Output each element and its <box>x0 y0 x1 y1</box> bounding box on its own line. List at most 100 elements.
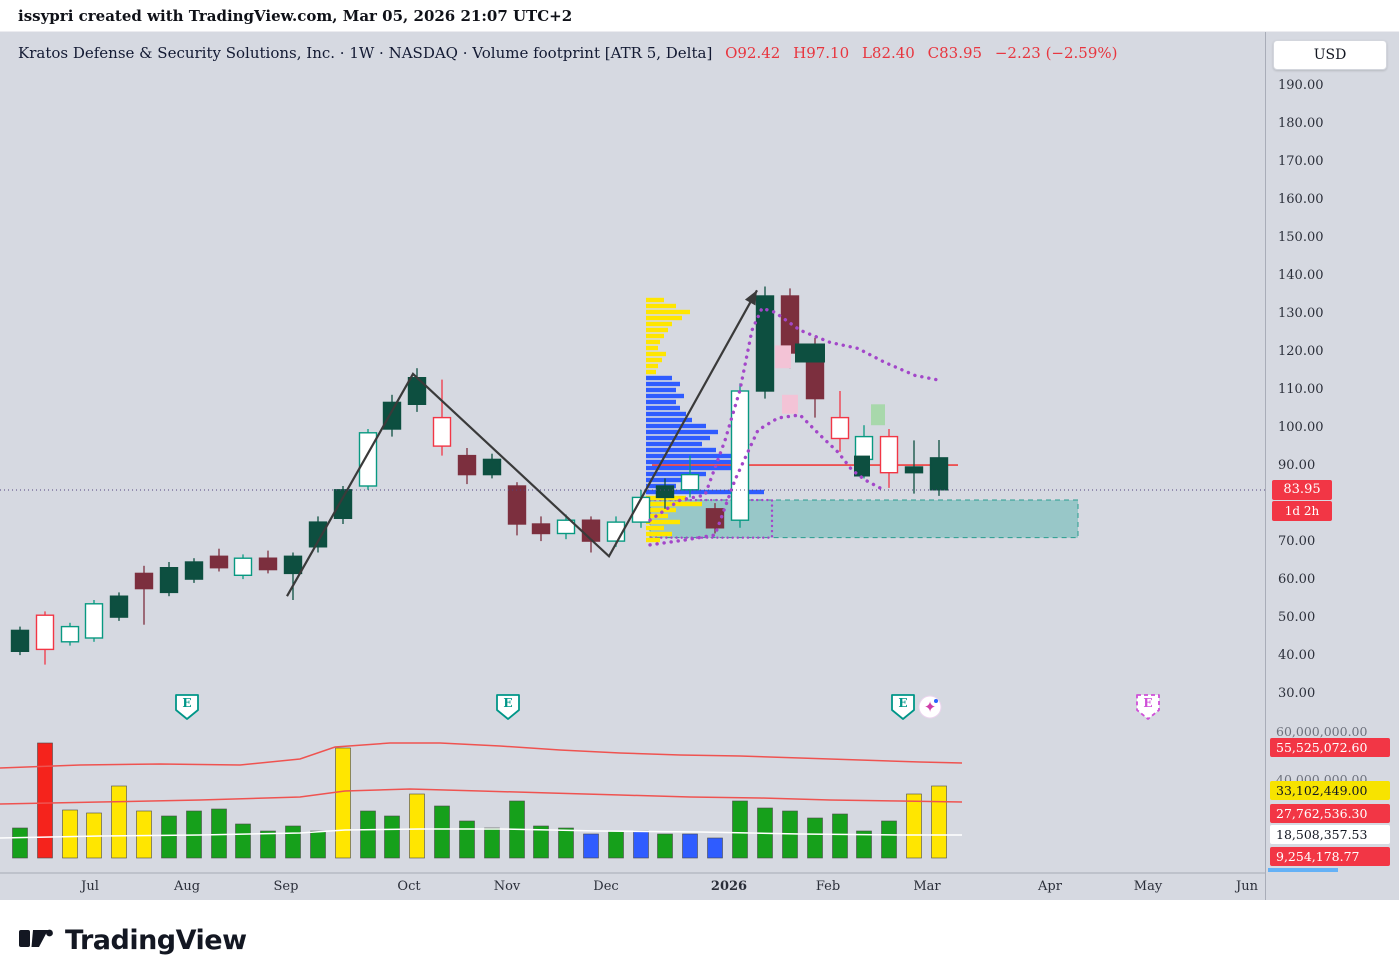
volume-bar[interactable] <box>832 813 848 859</box>
volume-bar[interactable] <box>235 823 251 859</box>
ohlc-close: C83.95 <box>927 44 983 62</box>
volume-bar[interactable] <box>682 833 698 859</box>
candle-body[interactable] <box>830 416 850 440</box>
volume-bar[interactable] <box>732 800 748 859</box>
candle-body[interactable] <box>134 572 154 590</box>
volume-bar[interactable] <box>707 837 723 859</box>
candle-body[interactable] <box>159 567 179 594</box>
volume-bar[interactable] <box>360 810 376 859</box>
candle-body[interactable] <box>705 508 725 529</box>
tradingview-logo-mark <box>19 929 53 947</box>
candle-body[interactable] <box>432 416 452 447</box>
candle-body[interactable] <box>84 603 104 639</box>
symbol-title[interactable]: Kratos Defense & Security Solutions, Inc… <box>18 44 713 62</box>
candle-body[interactable] <box>879 435 899 474</box>
price-chart-canvas[interactable]: E E E E ✦ Jul Aug Sep Oct Nov Dec 2026 Feb Mar Apr May J… <box>0 32 1265 900</box>
volume-bar[interactable] <box>533 825 549 859</box>
price-tick-label: 60.00 <box>1278 572 1316 587</box>
time-axis-label[interactable]: Dec <box>593 879 618 894</box>
time-axis-label[interactable]: Jun <box>1234 879 1259 894</box>
candle-body[interactable] <box>507 485 527 525</box>
volume-bar[interactable] <box>881 820 897 859</box>
volume-bar[interactable] <box>856 830 872 859</box>
footprint-block <box>775 345 791 369</box>
forecast-dotted-path[interactable] <box>648 413 882 547</box>
tradingview-logo[interactable]: TradingView <box>18 924 247 956</box>
volume-bar[interactable] <box>583 833 599 859</box>
volume-bar[interactable] <box>657 833 673 859</box>
time-axis-label[interactable]: Feb <box>816 879 840 894</box>
candle-body[interactable] <box>730 390 750 521</box>
volume-bar[interactable] <box>906 793 922 859</box>
candle-body[interactable] <box>209 555 229 569</box>
currency-button[interactable]: USD <box>1273 40 1387 70</box>
candle-body[interactable] <box>184 561 204 580</box>
volume-bar[interactable] <box>285 825 301 859</box>
candle-body[interactable] <box>929 457 949 491</box>
candle-body[interactable] <box>333 489 353 519</box>
volume-bar[interactable] <box>161 815 177 859</box>
time-axis-label[interactable]: Oct <box>397 879 421 894</box>
forecast-dotted-path[interactable] <box>648 306 942 522</box>
volume-bar[interactable] <box>931 785 947 859</box>
time-axis-label[interactable]: 2026 <box>711 879 747 894</box>
volume-bar[interactable] <box>484 827 500 859</box>
volume-bar[interactable] <box>260 830 276 859</box>
candle-body[interactable] <box>258 557 278 571</box>
candle-body[interactable] <box>904 466 924 474</box>
earnings-marker-icon[interactable] <box>175 694 199 720</box>
volume-bar[interactable] <box>384 815 400 859</box>
candle-body[interactable] <box>531 523 551 535</box>
price-scale[interactable]: USD 83.95 1d 2h 190.00 180.00 170.00 160.00… <box>1265 32 1399 900</box>
earnings-marker-icon[interactable] <box>1136 694 1160 720</box>
chart-area[interactable]: E E E E ✦ Jul Aug Sep Oct Nov Dec 2026 Feb Mar Apr May J… <box>0 32 1399 900</box>
candle-body[interactable] <box>10 629 30 653</box>
volume-bar[interactable] <box>633 830 649 859</box>
volume-bar[interactable] <box>310 830 326 859</box>
volume-bar[interactable] <box>807 817 823 859</box>
volume-bar[interactable] <box>111 785 127 859</box>
price-tick-label: 140.00 <box>1278 268 1324 283</box>
candle-body[interactable] <box>283 555 303 575</box>
trend-line[interactable] <box>286 289 758 597</box>
volume-bar[interactable] <box>459 820 475 859</box>
price-tick-label: 40.00 <box>1278 648 1316 663</box>
candle-body[interactable] <box>482 458 502 476</box>
price-tick-label: 180.00 <box>1278 116 1324 131</box>
time-axis-label[interactable]: Apr <box>1037 879 1063 894</box>
volume-bar[interactable] <box>434 805 450 859</box>
time-axis-label[interactable]: May <box>1134 879 1163 894</box>
volume-bar[interactable] <box>409 793 425 859</box>
candle-body[interactable] <box>680 473 700 491</box>
earnings-marker-icon[interactable] <box>496 694 520 720</box>
earnings-marker-icon[interactable] <box>891 694 915 720</box>
candle-body[interactable] <box>60 625 80 643</box>
volume-bar[interactable] <box>62 809 78 859</box>
volume-profile-row <box>646 333 664 339</box>
volume-bar[interactable] <box>608 830 624 859</box>
time-axis-label[interactable]: Mar <box>913 879 941 894</box>
candle-body[interactable] <box>556 519 576 535</box>
volume-bar[interactable] <box>12 827 28 859</box>
candle-body[interactable] <box>308 521 328 548</box>
time-axis-label[interactable]: Nov <box>494 879 521 894</box>
candle-body[interactable] <box>457 454 477 476</box>
volume-bar[interactable] <box>335 747 351 859</box>
volume-bar[interactable] <box>558 827 574 859</box>
candle-body[interactable] <box>35 614 55 651</box>
candle-body[interactable] <box>382 401 402 430</box>
time-axis-label[interactable]: Aug <box>173 879 200 894</box>
volume-bar[interactable] <box>211 808 227 859</box>
time-axis-label[interactable]: Jul <box>79 879 99 894</box>
candle-body[interactable] <box>755 295 775 392</box>
volume-scale-accent <box>1268 868 1338 872</box>
candle-body[interactable] <box>581 519 601 542</box>
candle-body[interactable] <box>109 595 129 618</box>
countdown-badge: 1d 2h <box>1272 500 1332 521</box>
candle-body[interactable] <box>655 485 675 499</box>
volume-bar[interactable] <box>136 810 152 859</box>
time-axis-label[interactable]: Sep <box>274 879 299 894</box>
candle-body[interactable] <box>233 557 253 577</box>
volume-bar[interactable] <box>37 742 53 859</box>
volume-profile-row <box>646 297 664 303</box>
